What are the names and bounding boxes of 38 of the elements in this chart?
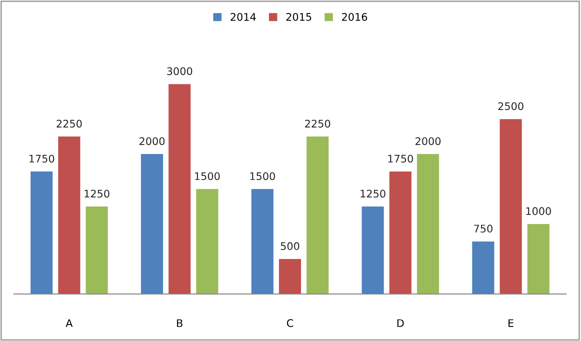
bar xyxy=(86,206,108,294)
bar xyxy=(306,136,329,294)
data-label: 2250 xyxy=(56,120,82,128)
data-label: 1250 xyxy=(84,190,110,198)
legend-label: 2015 xyxy=(286,12,312,21)
bar xyxy=(168,84,191,294)
data-label: 2500 xyxy=(498,102,524,110)
bar xyxy=(527,224,550,294)
legend-label: 2014 xyxy=(230,12,256,21)
bar xyxy=(251,189,274,294)
x-tick-label: C xyxy=(286,319,294,328)
bar xyxy=(500,119,522,294)
data-label: 3000 xyxy=(167,67,192,76)
data-label: 2250 xyxy=(305,120,330,128)
bar xyxy=(278,259,302,294)
bar xyxy=(389,172,412,294)
data-label: 500 xyxy=(280,242,300,250)
data-label: 1500 xyxy=(250,172,275,180)
bar xyxy=(472,242,494,294)
bar xyxy=(30,172,53,294)
data-label: 2000 xyxy=(140,137,165,146)
bar xyxy=(196,189,218,294)
bar xyxy=(140,154,164,294)
bar xyxy=(362,206,384,294)
data-label: 1500 xyxy=(195,172,220,180)
data-label: 1750 xyxy=(388,154,413,163)
data-label: 1250 xyxy=(360,190,386,198)
x-tick-label: B xyxy=(177,319,182,327)
legend-label: 2016 xyxy=(342,12,368,21)
bar xyxy=(416,154,440,294)
data-label: 1000 xyxy=(526,207,551,216)
data-label: 1750 xyxy=(29,154,54,163)
x-tick-label: E xyxy=(508,319,514,327)
x-tick-label: A xyxy=(66,319,73,327)
x-tick-label: D xyxy=(397,319,404,327)
data-label: 2000 xyxy=(416,137,441,146)
bar xyxy=(58,136,80,294)
data-label: 750 xyxy=(474,224,492,233)
